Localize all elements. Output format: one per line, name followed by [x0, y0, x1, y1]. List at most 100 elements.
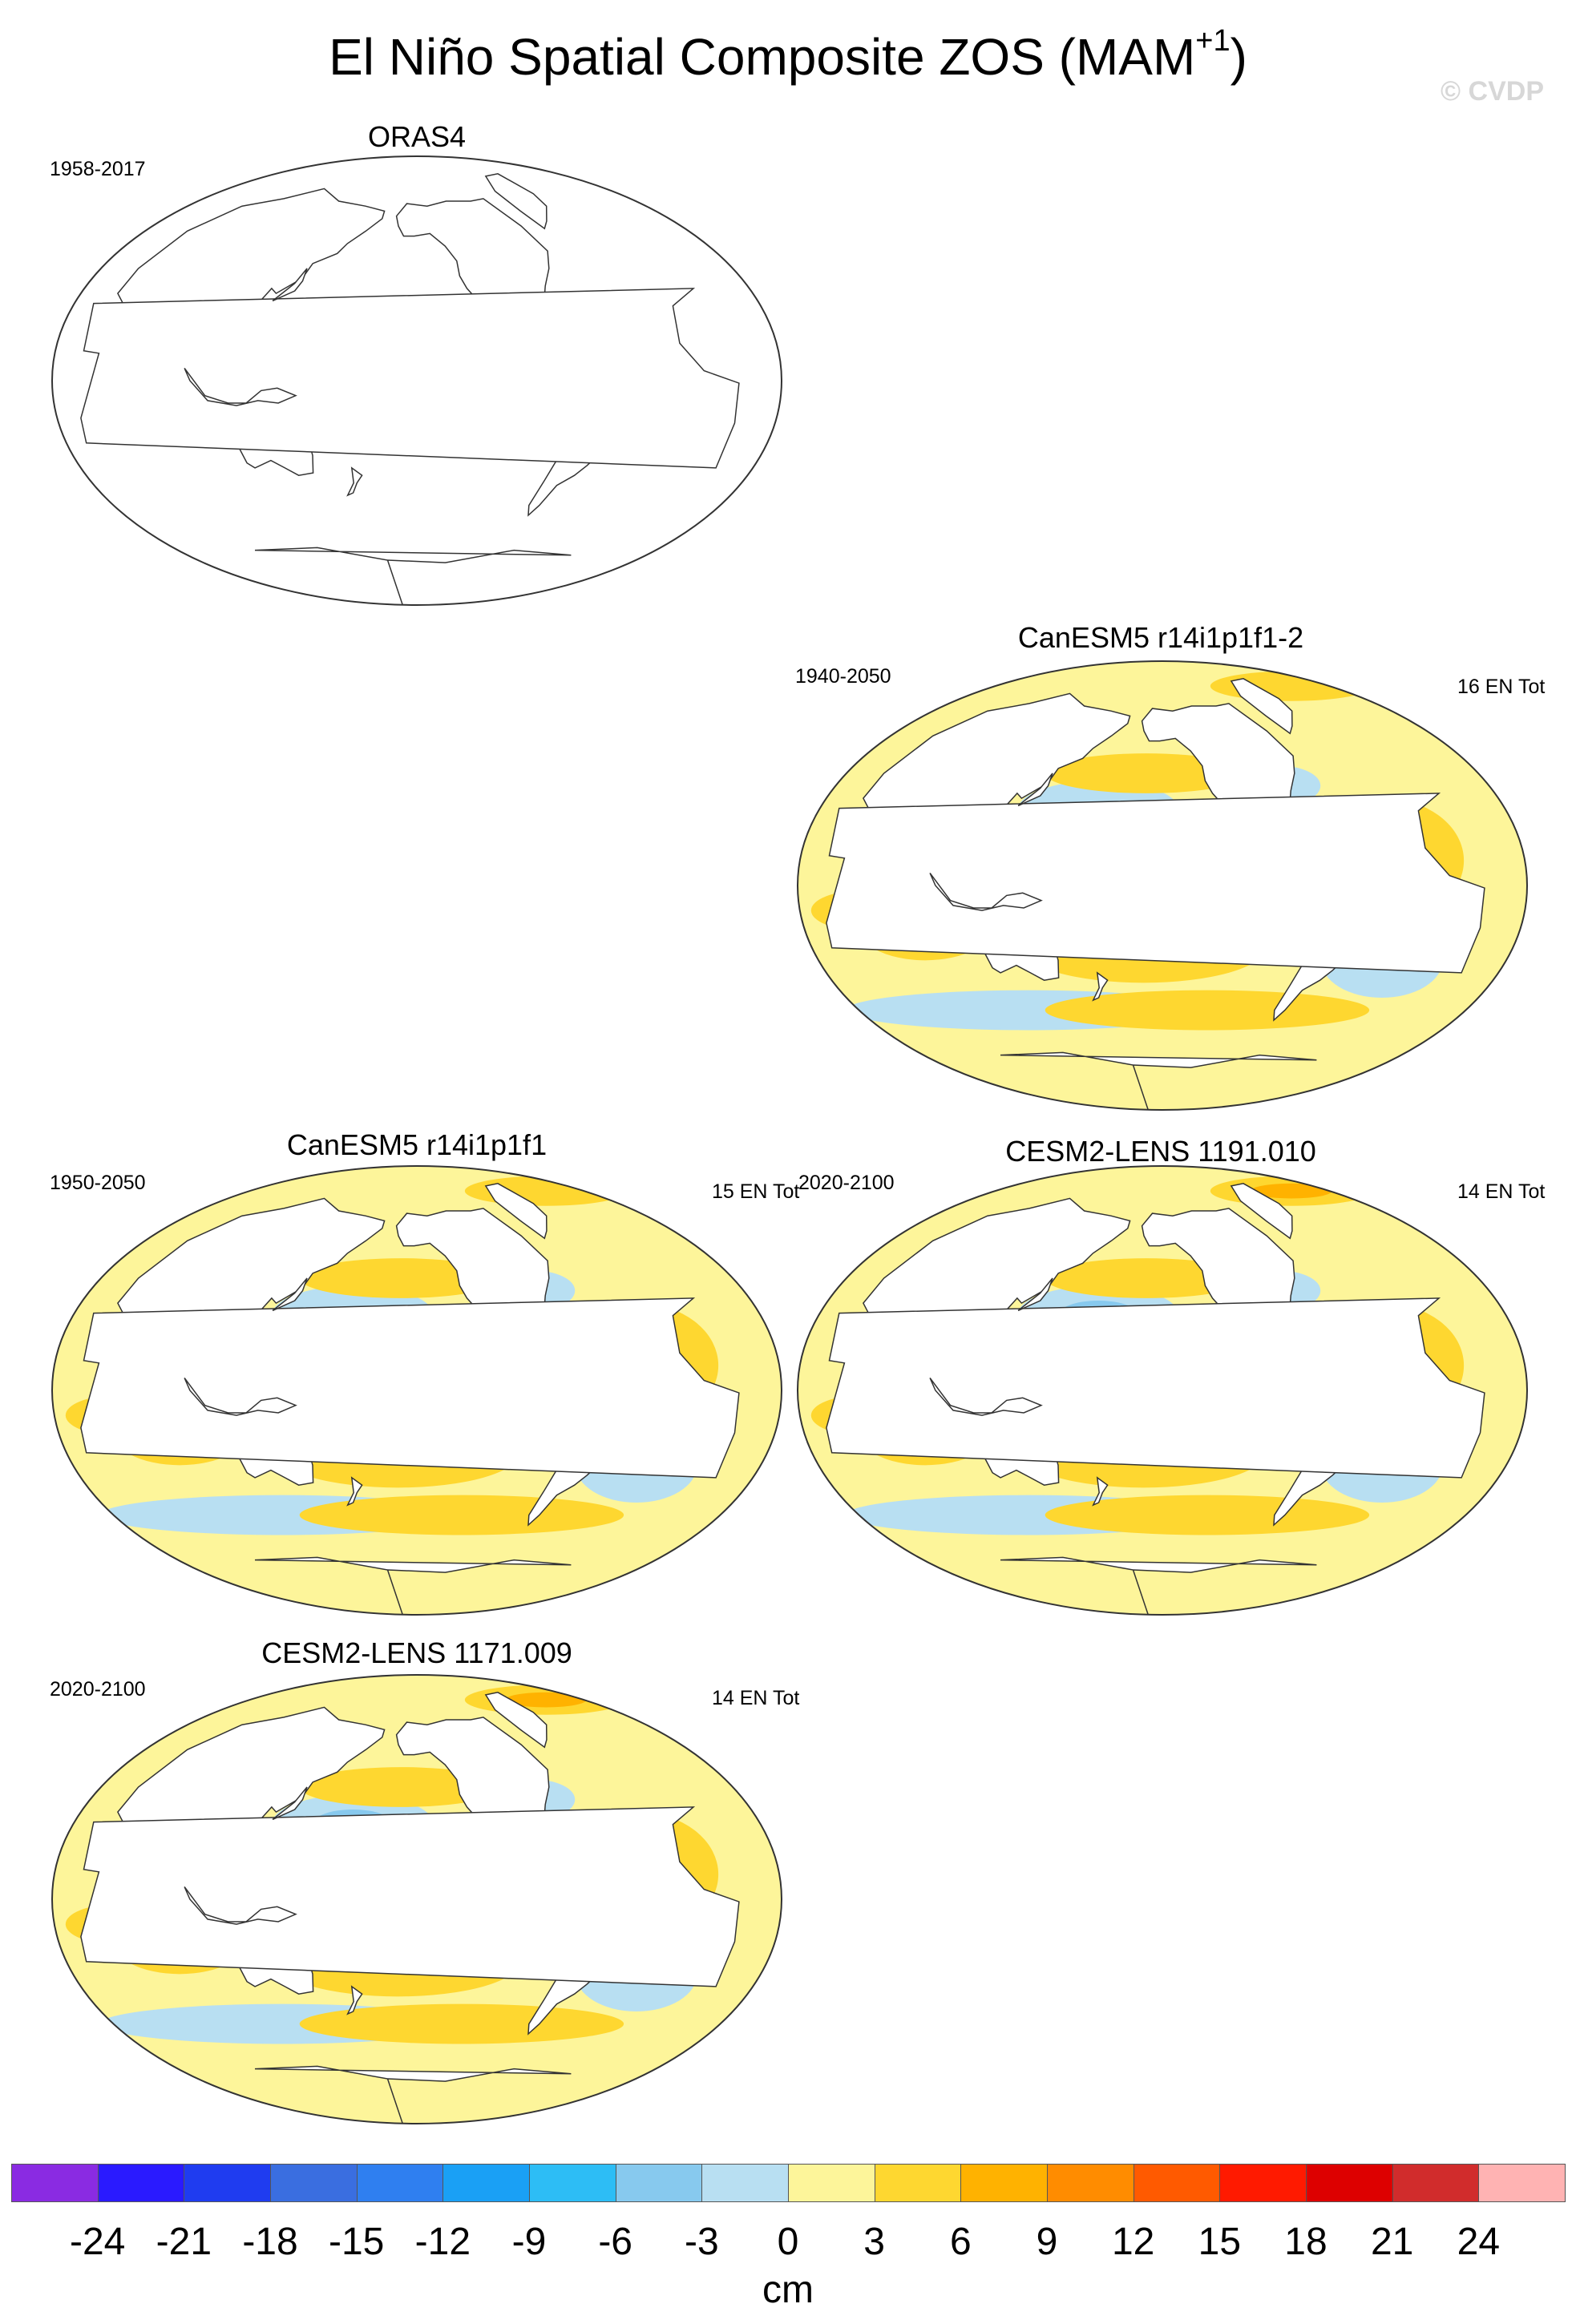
panel-period-cesm2-1191: 2020-2100 — [798, 1172, 895, 1194]
anomaly-contour — [299, 1258, 503, 1298]
land-africa — [826, 1297, 1485, 1479]
map-canesm5-2 — [797, 660, 1528, 1111]
colorbar-swatch — [960, 2164, 1048, 2202]
land-japan — [272, 268, 308, 302]
land-indonesia — [929, 1377, 1043, 1416]
colorbar-swatch — [788, 2164, 875, 2202]
anomaly-contour — [1045, 990, 1370, 1031]
figure-title-close: ) — [1230, 28, 1247, 86]
colorbar-swatch — [270, 2164, 358, 2202]
colorbar-swatch — [1133, 2164, 1221, 2202]
land-japan — [1017, 773, 1053, 807]
land-nz — [346, 1985, 363, 2015]
land-indonesia — [184, 367, 297, 406]
map-cesm2-1191 — [797, 1165, 1528, 1616]
colorbar-swatch — [1306, 2164, 1393, 2202]
colorbar-swatch — [97, 2164, 185, 2202]
land-greenland — [484, 1183, 548, 1240]
colorbar-tick-label: 21 — [1370, 2221, 1414, 2263]
land-indonesia — [929, 872, 1043, 911]
land-greenland — [484, 1692, 548, 1749]
anomaly-contour — [299, 1767, 503, 1807]
colorbar-swatch — [11, 2164, 99, 2202]
colorbar-tick-label: -24 — [69, 2221, 126, 2263]
map-boundary — [51, 1165, 782, 1616]
land-antarctica — [1000, 1556, 1317, 1615]
copyright-watermark: © CVDP — [1441, 76, 1544, 107]
colorbar-swatch — [874, 2164, 962, 2202]
panel-title-canesm5: CanESM5 r14i1p1f1 — [286, 1128, 548, 1161]
anomaly-contour — [505, 1692, 587, 1708]
colorbar-swatch — [1392, 2164, 1480, 2202]
land-japan — [272, 1277, 308, 1312]
land-antarctica — [254, 547, 572, 605]
panel-count-cesm2-1171: 14 EN Tot — [712, 1687, 800, 1709]
colorbar-tick-label: 12 — [1111, 2221, 1155, 2263]
land-africa — [80, 288, 740, 469]
colorbar-tick-label: 15 — [1198, 2221, 1242, 2263]
land-antarctica — [1000, 1051, 1317, 1110]
colorbar-tick-label: -18 — [242, 2221, 298, 2263]
anomaly-contour — [1045, 1258, 1248, 1298]
anomaly-contour — [1045, 1495, 1370, 1535]
colorbar-swatch — [442, 2164, 530, 2202]
colorbar — [11, 2164, 1566, 2202]
panel-period-cesm2-1171: 2020-2100 — [50, 1678, 146, 1701]
land-nz — [1092, 971, 1109, 1002]
colorbar-swatch — [1478, 2164, 1566, 2202]
land-greenland — [484, 173, 548, 230]
map-boundary — [797, 1165, 1528, 1616]
land-indonesia — [184, 1886, 297, 1925]
map-boundary — [797, 660, 1528, 1111]
figure-title-text: El Niño Spatial Composite ZOS (MAM — [329, 28, 1196, 86]
panel-title-cesm2-1171: CESM2-LENS 1171.009 — [261, 1636, 572, 1669]
colorbar-swatch — [356, 2164, 444, 2202]
land-nz — [1092, 1476, 1109, 1507]
anomaly-contour — [1251, 1183, 1332, 1199]
panel-title-cesm2-1191: CESM2-LENS 1191.010 — [1005, 1135, 1316, 1168]
land-nz — [346, 466, 363, 497]
panel-title-oras4: ORAS4 — [367, 120, 467, 153]
anomaly-contour — [299, 2003, 624, 2044]
colorbar-swatch — [615, 2164, 703, 2202]
colorbar-tick-label: 18 — [1284, 2221, 1327, 2263]
colorbar-tick-label: 6 — [949, 2221, 972, 2263]
colorbar-swatch — [701, 2164, 789, 2202]
colorbar-tick-label: -6 — [598, 2221, 632, 2263]
land-antarctica — [254, 1556, 572, 1615]
colorbar-tick-label: -12 — [414, 2221, 471, 2263]
anomaly-contour — [1045, 753, 1248, 793]
colorbar-tick-label: 3 — [863, 2221, 886, 2263]
figure-title-superscript: +1 — [1195, 24, 1230, 58]
anomaly-contour — [299, 1495, 624, 1535]
colorbar-tick-label: -9 — [511, 2221, 547, 2263]
land-greenland — [1230, 678, 1293, 735]
land-indonesia — [184, 1377, 297, 1416]
panel-title-canesm5-2: CanESM5 r14i1p1f1-2 — [1017, 621, 1304, 654]
panel-count-canesm5: 15 EN Tot — [712, 1180, 800, 1203]
colorbar-swatch — [1047, 2164, 1134, 2202]
map-boundary — [51, 1674, 782, 2124]
map-oras4 — [51, 155, 782, 606]
colorbar-tick-label: 0 — [777, 2221, 799, 2263]
colorbar-tick-label: -15 — [328, 2221, 385, 2263]
panel-period-canesm5: 1950-2050 — [50, 1172, 146, 1194]
colorbar-swatch — [184, 2164, 271, 2202]
map-boundary — [51, 155, 782, 606]
map-cesm2-1171 — [51, 1674, 782, 2124]
colorbar-swatch — [529, 2164, 616, 2202]
land-africa — [80, 1806, 740, 1987]
panel-count-cesm2-1191: 14 EN Tot — [1457, 1180, 1546, 1203]
colorbar-unit: cm — [762, 2269, 814, 2311]
colorbar-tick-label: 9 — [1036, 2221, 1058, 2263]
land-africa — [826, 793, 1485, 974]
panel-count-canesm5-2: 16 EN Tot — [1457, 676, 1546, 698]
land-nz — [346, 1476, 363, 1507]
land-africa — [80, 1297, 740, 1479]
land-antarctica — [254, 2065, 572, 2124]
land-japan — [1017, 1277, 1053, 1312]
colorbar-tick-label: 24 — [1457, 2221, 1501, 2263]
colorbar-tick-label: -21 — [156, 2221, 212, 2263]
land-greenland — [1230, 1183, 1293, 1240]
colorbar-swatch — [1219, 2164, 1307, 2202]
